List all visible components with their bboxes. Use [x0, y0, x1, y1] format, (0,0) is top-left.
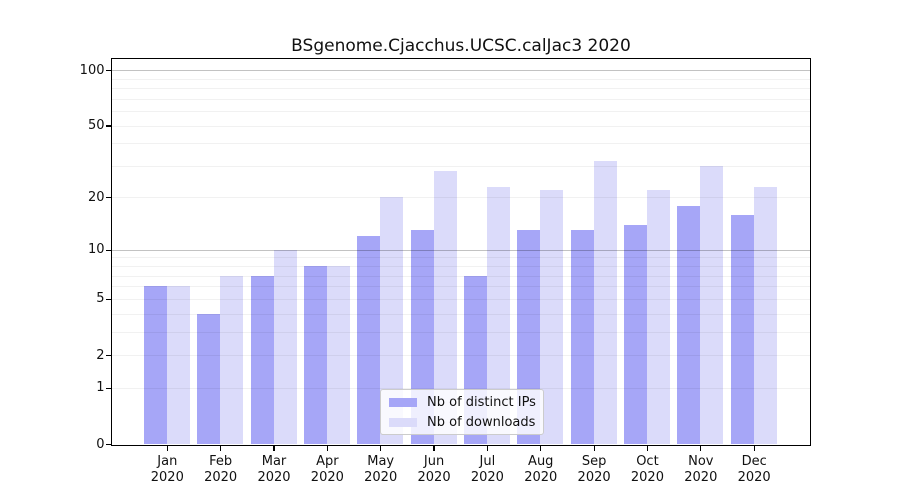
x-axis-tick-label-apr: Apr 2020 [310, 453, 344, 486]
bar-distinct-ips-jan [143, 286, 167, 444]
legend-item-downloads: Nb of downloads [389, 415, 543, 430]
chart-title: BSgenome.Cjacchus.UCSC.calJac3 2020 [291, 36, 631, 56]
bar-downloads-apr [326, 266, 350, 444]
bar-downloads-feb [220, 275, 244, 444]
bar-downloads-may [380, 197, 404, 444]
y-axis-tickmark-20 [106, 197, 111, 199]
x-axis-tick-label-jan: Jan 2020 [150, 453, 184, 486]
x-axis-tickmark-aug [540, 446, 542, 451]
bar-distinct-ips-may [357, 236, 381, 444]
x-axis-tickmark-apr [326, 446, 328, 451]
y-axis-tick-label-5: 5 [96, 291, 105, 307]
x-axis-tickmark-jan [166, 446, 168, 451]
x-axis-tickmark-dec [753, 446, 755, 451]
y-axis-tickmark-10 [106, 249, 111, 251]
y-axis-tickmark-0 [106, 443, 111, 446]
y-axis-tick-label-20: 20 [87, 189, 105, 205]
y-axis-tickmark-1 [106, 387, 111, 389]
bar-distinct-ips-apr [303, 266, 327, 444]
bar-distinct-ips-sep [570, 230, 594, 444]
bar-distinct-ips-mar [250, 275, 274, 444]
bars-layer [112, 59, 810, 445]
y-axis-tickmark-50 [106, 125, 111, 127]
y-axis-tickmark-2 [106, 354, 111, 357]
y-axis-tick-label-100: 100 [79, 62, 105, 78]
y-axis-tick-label-50: 50 [87, 118, 105, 134]
bar-distinct-ips-nov [677, 205, 701, 444]
y-axis-tick-label-0: 0 [96, 436, 105, 452]
bar-downloads-sep [593, 160, 617, 444]
x-axis-tick-label-sep: Sep 2020 [577, 453, 611, 486]
y-axis-tick-label-1: 1 [96, 380, 105, 396]
bar-distinct-ips-dec [730, 214, 754, 444]
x-axis-tickmark-nov [700, 446, 702, 451]
bar-downloads-aug [540, 190, 564, 444]
x-axis-tick-label-nov: Nov 2020 [684, 453, 718, 486]
x-axis-tickmark-jun [433, 446, 435, 451]
bar-downloads-nov [700, 165, 724, 444]
legend-label-distinct-ips: Nb of distinct IPs [427, 394, 536, 410]
legend: Nb of distinct IPs Nb of downloads [380, 389, 544, 435]
bar-distinct-ips-oct [623, 224, 647, 444]
x-axis-tick-label-feb: Feb 2020 [204, 453, 238, 486]
legend-item-distinct-ips: Nb of distinct IPs [389, 395, 543, 410]
legend-swatch-distinct-ips [389, 397, 417, 407]
y-axis-tick-label-10: 10 [87, 242, 105, 258]
x-axis-tick-label-jun: Jun 2020 [417, 453, 451, 486]
legend-label-downloads: Nb of downloads [427, 414, 536, 430]
x-axis-tickmark-may [380, 446, 382, 451]
x-axis-tickmark-jul [486, 446, 488, 451]
legend-swatch-downloads [389, 417, 417, 427]
y-axis-tickmark-5 [106, 298, 111, 300]
bar-downloads-mar [273, 249, 297, 444]
x-axis-tick-label-mar: Mar 2020 [257, 453, 291, 486]
bar-downloads-jun [433, 171, 457, 444]
x-axis-tickmark-oct [646, 446, 649, 451]
bar-downloads-dec [753, 186, 777, 444]
y-axis-tick-label-2: 2 [96, 347, 105, 363]
x-axis-tick-label-jul: Jul 2020 [470, 453, 504, 486]
x-axis-tick-label-may: May 2020 [364, 453, 398, 486]
bar-distinct-ips-feb [197, 313, 221, 444]
x-axis-tickmark-sep [593, 446, 595, 451]
x-axis-tick-label-dec: Dec 2020 [737, 453, 771, 486]
bar-downloads-jan [166, 286, 190, 444]
bar-downloads-oct [646, 190, 670, 444]
x-axis-tick-label-aug: Aug 2020 [524, 453, 558, 486]
x-axis-tickmark-mar [273, 446, 275, 451]
y-axis-tickmark-100 [106, 70, 111, 72]
x-axis-tickmark-feb [220, 446, 222, 451]
bar-downloads-jul [486, 186, 510, 444]
plot-area [111, 58, 811, 446]
x-axis-tick-label-oct: Oct 2020 [630, 453, 664, 486]
